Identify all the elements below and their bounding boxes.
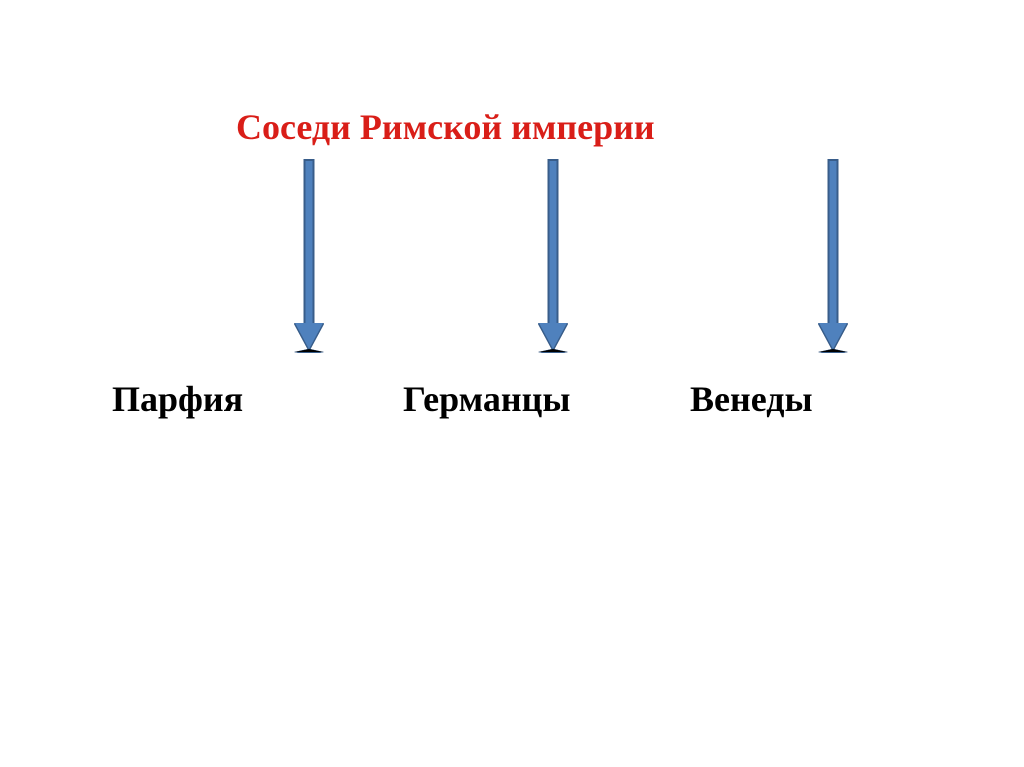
leaf-parfia: Парфия bbox=[112, 378, 243, 420]
leaf-germancy: Германцы bbox=[403, 378, 570, 420]
leaf-venedy: Венеды bbox=[690, 378, 813, 420]
arrow-shaft bbox=[828, 159, 839, 323]
arrow-shaft bbox=[548, 159, 559, 323]
arrow-venedy bbox=[819, 159, 847, 349]
arrow-head-icon bbox=[295, 323, 323, 352]
arrow-parfia bbox=[295, 159, 323, 349]
arrow-head-icon bbox=[819, 323, 847, 352]
arrow-germancy bbox=[539, 159, 567, 349]
arrow-head-icon bbox=[539, 323, 567, 352]
arrow-shaft bbox=[304, 159, 315, 323]
diagram-title: Соседи Римской империи bbox=[236, 106, 655, 148]
